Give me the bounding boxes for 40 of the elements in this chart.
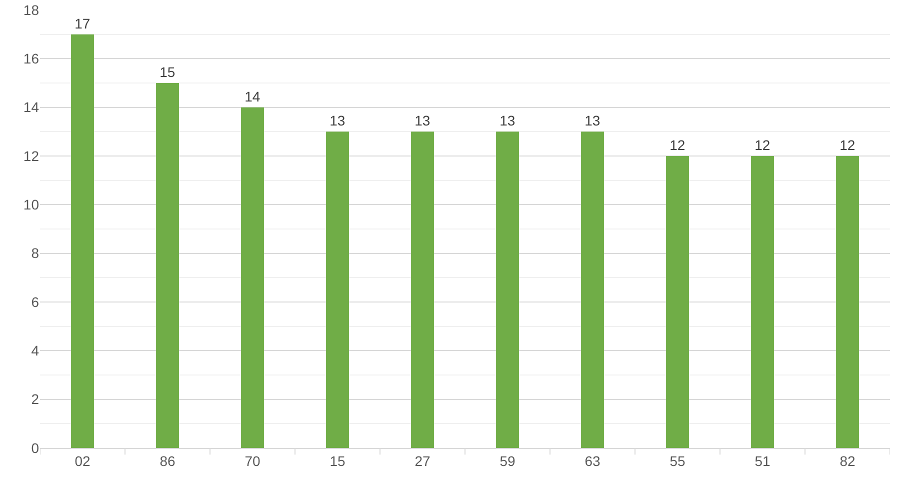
y-tick-label: 8 xyxy=(31,245,40,262)
bar xyxy=(156,83,179,448)
x-tick-label: 82 xyxy=(840,452,856,469)
x-tick-label: 63 xyxy=(584,452,600,469)
bar xyxy=(241,107,264,448)
data-label: 17 xyxy=(74,15,90,32)
y-tick-label: 12 xyxy=(23,148,40,164)
y-tick-label: 10 xyxy=(23,196,40,213)
y-tick-label: 2 xyxy=(31,391,40,408)
data-label: 14 xyxy=(244,88,260,104)
y-tick-label: 16 xyxy=(23,50,40,67)
data-label: 15 xyxy=(160,64,176,80)
x-tick-label: 86 xyxy=(160,452,176,469)
data-label: 12 xyxy=(754,137,770,153)
data-label: 12 xyxy=(670,137,686,153)
data-label: 13 xyxy=(330,112,346,129)
bar xyxy=(581,132,604,448)
data-label: 13 xyxy=(584,112,600,129)
x-tick-label: 02 xyxy=(74,452,90,469)
bar xyxy=(411,132,434,448)
bar xyxy=(751,156,774,448)
y-tick-label: 0 xyxy=(31,440,40,456)
x-tick-label: 70 xyxy=(244,452,260,469)
y-tick-label: 14 xyxy=(23,99,40,116)
x-tick-label: 55 xyxy=(670,452,686,469)
bar xyxy=(326,132,349,448)
bar xyxy=(496,132,519,448)
data-label: 12 xyxy=(840,137,856,153)
bar xyxy=(666,156,689,448)
y-tick-label: 18 xyxy=(23,2,40,18)
x-tick-label: 51 xyxy=(754,452,770,469)
bar xyxy=(71,34,94,448)
data-label: 13 xyxy=(500,112,516,129)
x-tick-label: 15 xyxy=(330,452,346,469)
x-tick-label: 59 xyxy=(500,452,516,469)
x-tick-label: 27 xyxy=(414,452,430,469)
bar xyxy=(836,156,859,448)
y-tick-label: 6 xyxy=(31,294,40,310)
data-label: 13 xyxy=(414,112,430,129)
y-tick-label: 4 xyxy=(31,342,40,359)
